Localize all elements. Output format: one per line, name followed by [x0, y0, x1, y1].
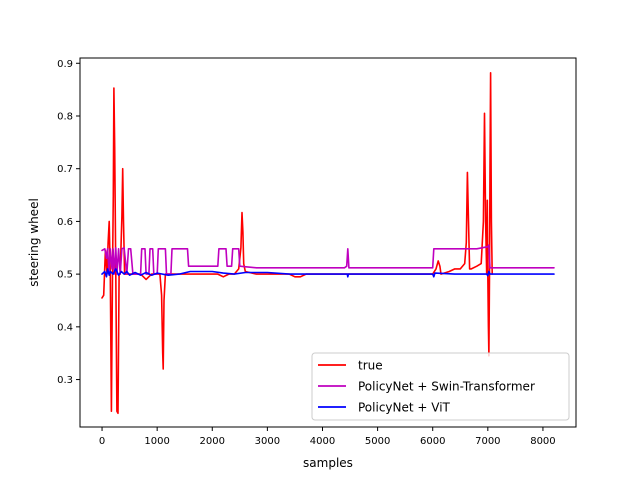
legend-label-1: PolicyNet + Swin-Transformer [358, 380, 535, 394]
y-axis-label: steering wheel [27, 198, 41, 287]
x-tick-label-3: 3000 [255, 436, 280, 447]
y-tick-label-4: 0.7 [57, 164, 73, 175]
x-tick-label-2: 2000 [200, 436, 225, 447]
plot-frame [79, 57, 577, 428]
y-tick-label-1: 0.4 [57, 322, 73, 333]
y-tick-label-3: 0.6 [57, 217, 73, 228]
x-axis-label: samples [303, 456, 353, 470]
y-tick-label-0: 0.3 [57, 375, 73, 386]
series-line-1 [101, 244, 555, 275]
x-tick-label-6: 6000 [420, 436, 445, 447]
series-line-0 [101, 72, 493, 415]
y-tick-label-2: 0.5 [57, 270, 73, 281]
x-tick-label-0: 0 [99, 436, 105, 447]
legend: true PolicyNet + Swin-Transformer PolicyNe… [311, 352, 570, 421]
series-line-2 [101, 268, 555, 278]
y-tick-label-6: 0.9 [57, 59, 73, 70]
series-layer [101, 72, 555, 415]
x-tick-label-8: 8000 [530, 436, 555, 447]
x-tick-label-5: 5000 [365, 436, 390, 447]
legend-label-2: PolicyNet + ViT [358, 401, 451, 415]
x-tick-label-4: 4000 [310, 436, 335, 447]
x-tick-label-1: 1000 [144, 436, 169, 447]
x-axis: 0 1000 2000 3000 4000 5000 6000 7000 8000 [99, 427, 556, 447]
legend-box [311, 352, 570, 421]
y-tick-label-5: 0.8 [57, 111, 73, 122]
legend-label-0: true [358, 359, 383, 373]
y-axis: 0.3 0.4 0.5 0.6 0.7 0.8 0.9 [57, 59, 80, 386]
x-tick-label-7: 7000 [475, 436, 500, 447]
